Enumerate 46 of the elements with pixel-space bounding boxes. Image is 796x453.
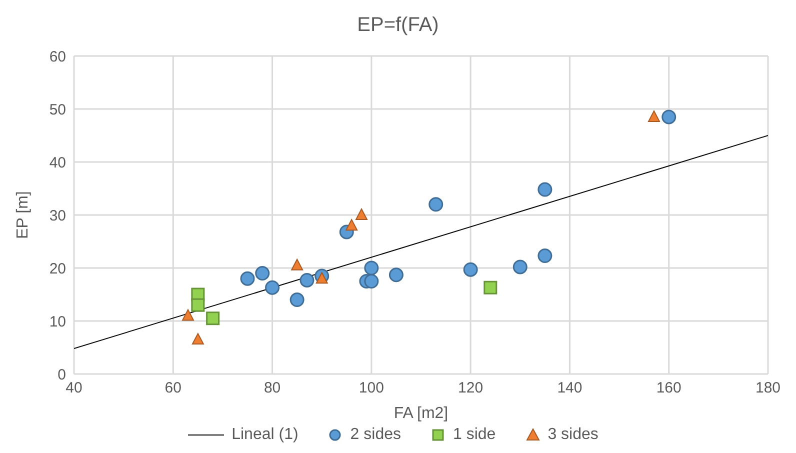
- point: [255, 266, 270, 281]
- point: [538, 248, 552, 264]
- point: [290, 292, 304, 308]
- x-tick-label: 100: [358, 380, 384, 397]
- point: [463, 262, 478, 277]
- point: [300, 272, 314, 288]
- point: [291, 258, 304, 270]
- x-tick-label: 120: [458, 380, 484, 397]
- point: [240, 271, 255, 286]
- point: [265, 280, 280, 295]
- x-tick-label: 40: [66, 380, 82, 397]
- point: [346, 219, 358, 231]
- legend-label: 1 side: [453, 426, 496, 444]
- y-tick-label: 50: [49, 101, 66, 118]
- point: [662, 110, 676, 124]
- point: [191, 298, 205, 312]
- point: [484, 280, 498, 294]
- x-tick-label: 140: [557, 380, 582, 397]
- point: [428, 197, 444, 212]
- y-axis-title: EP [m]: [14, 191, 32, 239]
- point: [356, 208, 368, 220]
- y-tick-label: 40: [49, 154, 66, 172]
- point: [512, 260, 528, 274]
- point: [364, 260, 379, 276]
- legend-label: Lineal (1): [232, 426, 298, 444]
- y-tick-label: 0: [58, 366, 66, 384]
- point: [316, 272, 328, 284]
- y-tick-label: 10: [49, 313, 66, 330]
- point: [182, 309, 194, 321]
- legend-label: 2 sides: [350, 426, 401, 444]
- point: [388, 268, 404, 282]
- x-axis-title: FA [m2]: [394, 405, 448, 422]
- x-tick-label: 80: [264, 380, 281, 397]
- y-tick-label: 30: [49, 207, 66, 224]
- y-tick-label: 60: [49, 48, 66, 66]
- legend-label: 3 sides: [548, 426, 598, 444]
- x-tick-label: 180: [755, 380, 781, 397]
- y-tick-label: 20: [49, 260, 66, 278]
- point: [538, 182, 552, 197]
- point: [192, 333, 204, 345]
- point: [206, 312, 220, 326]
- point: [648, 110, 660, 122]
- chart-title: EP=f(FA): [356, 13, 440, 38]
- x-tick-label: 160: [656, 380, 682, 397]
- x-tick-label: 60: [164, 380, 182, 397]
- point: [364, 274, 379, 288]
